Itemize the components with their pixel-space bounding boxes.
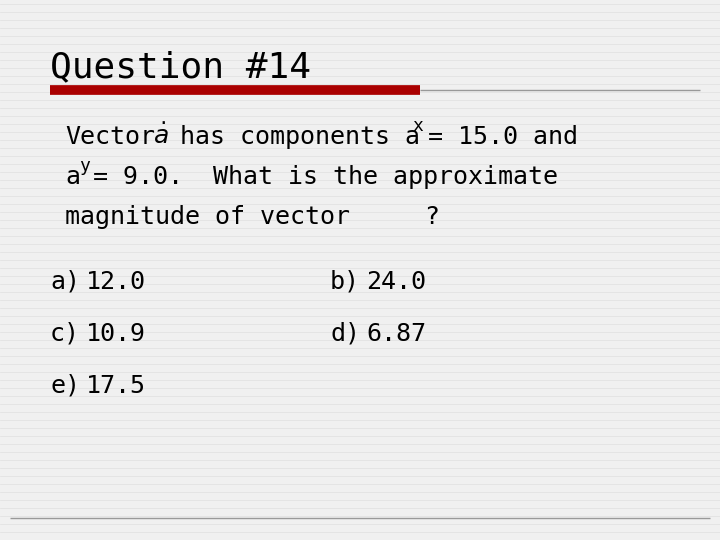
Text: $\dot{a}$: $\dot{a}$ [153,123,168,149]
Text: 10.9: 10.9 [86,322,146,346]
Text: 12.0: 12.0 [86,270,146,294]
Text: 17.5: 17.5 [86,374,146,398]
Text: 24.0: 24.0 [366,270,426,294]
Text: x: x [412,117,423,135]
Text: e): e) [50,374,80,398]
Text: has components a: has components a [180,125,420,149]
Text: d): d) [330,322,360,346]
Text: b): b) [330,270,360,294]
Text: c): c) [50,322,80,346]
Text: a): a) [50,270,80,294]
Text: = 15.0 and: = 15.0 and [428,125,578,149]
Text: Vector: Vector [65,125,155,149]
Text: a: a [65,165,80,189]
Text: y: y [79,157,90,175]
Text: = 9.0.  What is the approximate: = 9.0. What is the approximate [93,165,558,189]
Text: Question #14: Question #14 [50,50,311,84]
Text: 6.87: 6.87 [366,322,426,346]
Text: magnitude of vector     ?: magnitude of vector ? [65,205,440,229]
